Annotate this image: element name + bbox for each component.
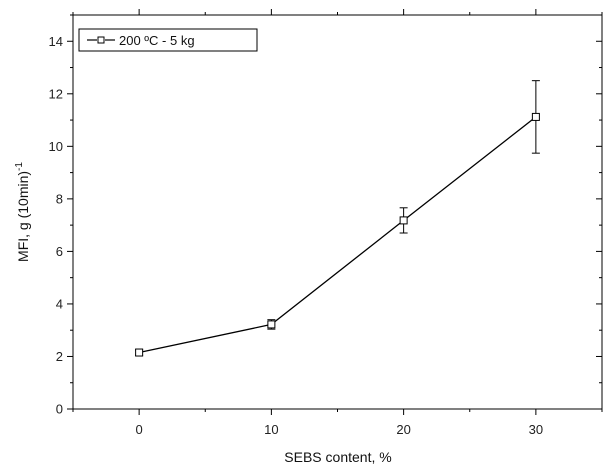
data-point (531, 112, 540, 121)
y-tick-label: 2 (56, 349, 63, 364)
y-axis-label-superscript: -1 (14, 162, 25, 171)
y-tick-label: 10 (49, 139, 63, 154)
y-tick-label: 4 (56, 296, 63, 311)
data-point (135, 348, 144, 357)
x-tick-label: 10 (264, 422, 278, 437)
y-tick-label: 12 (49, 86, 63, 101)
legend-box (78, 28, 258, 52)
y-tick-label: 14 (49, 34, 63, 49)
y-axis-label: MFI, g (10min)-1 (14, 162, 31, 262)
data-point (267, 320, 276, 329)
series-layer (135, 80, 540, 357)
series-line (138, 116, 537, 354)
y-tick-label: 6 (56, 244, 63, 259)
legend-series-label: 200 ºC - 5 kg (119, 33, 195, 48)
x-tick-label: 30 (529, 422, 543, 437)
x-tick-label: 20 (396, 422, 410, 437)
data-point (399, 216, 408, 225)
y-tick-label: 8 (56, 191, 63, 206)
y-tick-label: 0 (56, 402, 63, 417)
legend-marker (97, 36, 105, 44)
x-tick-label: 0 (136, 422, 143, 437)
legend: 200 ºC - 5 kg (78, 28, 258, 52)
y-axis-label-main: MFI, g (10min) (15, 171, 31, 262)
x-axis-label: SEBS content, % (284, 449, 391, 465)
axis-ticks: 0 10 20 30 0 2 4 6 8 10 12 14 (49, 9, 603, 437)
